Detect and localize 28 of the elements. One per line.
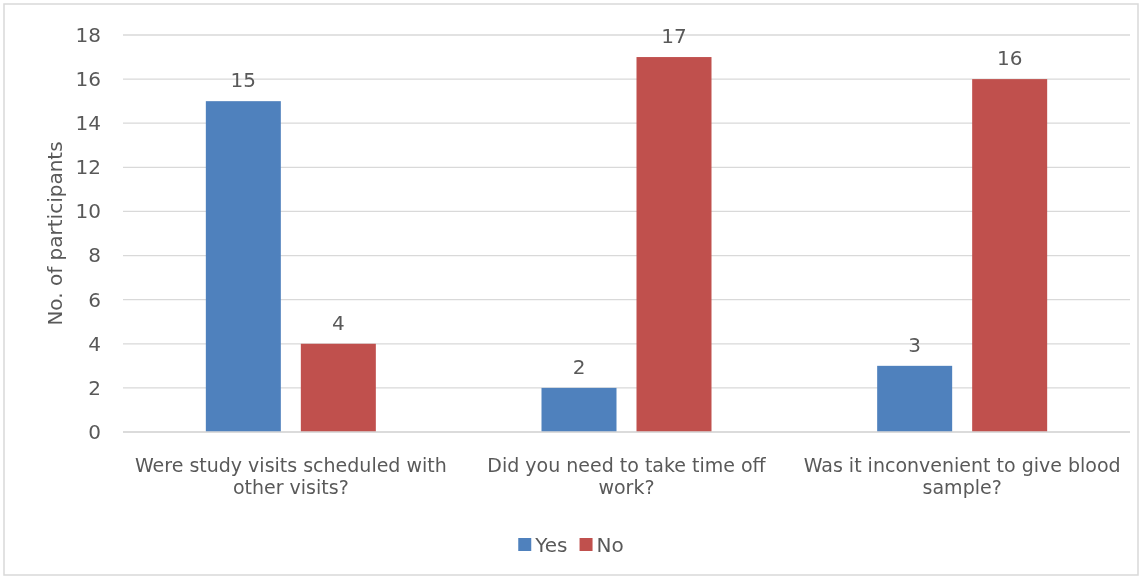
data-label: 2 (572, 354, 586, 379)
y-tick-label: 2 (88, 375, 101, 400)
legend-label: Yes (534, 533, 568, 557)
y-tick-label: 12 (75, 155, 101, 180)
bar (205, 101, 281, 432)
data-label: 16 (996, 46, 1023, 71)
bar (972, 79, 1048, 432)
y-tick-label: 8 (88, 243, 101, 268)
data-label: 4 (331, 310, 345, 335)
data-label: 15 (230, 68, 257, 93)
y-tick-label: 16 (75, 67, 101, 92)
x-tick-label: Did you need to take time off work? (487, 454, 767, 498)
x-tick-label: Was it inconvenient to give blood sample? (803, 454, 1121, 498)
data-label: 17 (661, 24, 687, 49)
y-tick-label: 18 (75, 22, 101, 47)
y-tick-label: 0 (88, 419, 101, 444)
y-tick-label: 10 (75, 199, 101, 224)
bar (300, 343, 376, 432)
x-tick-label: Were study visits scheduled with other visits? (134, 454, 447, 498)
legend-label: No (596, 533, 624, 557)
data-label: 3 (908, 332, 922, 357)
bar (877, 365, 953, 432)
bar (636, 57, 712, 432)
y-tick-label: 4 (88, 331, 101, 356)
y-axis-title: No. of participants (43, 141, 67, 326)
bar (541, 387, 617, 432)
y-tick-label: 6 (88, 287, 101, 312)
y-tick-label: 14 (75, 111, 101, 136)
